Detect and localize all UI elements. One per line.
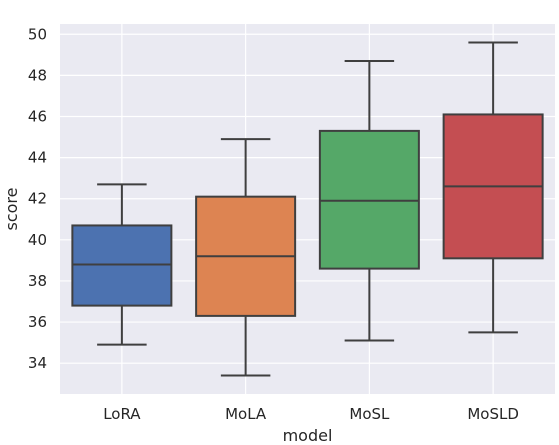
y-tick-label: 36 — [28, 313, 47, 331]
iqr-box — [318, 129, 420, 270]
y-axis-label: score — [2, 188, 21, 231]
y-tick-label: 42 — [28, 190, 47, 208]
box-mola — [195, 138, 297, 377]
y-tick-label: 50 — [28, 25, 47, 43]
y-tick-label: 48 — [28, 66, 47, 84]
iqr-box — [71, 224, 173, 307]
box-series — [71, 41, 544, 377]
y-tick-label: 40 — [28, 231, 47, 249]
x-axis-label: model — [283, 426, 333, 445]
y-tick-label: 34 — [28, 354, 47, 372]
x-tick-label: MoLA — [225, 405, 267, 423]
box-lora — [71, 183, 173, 346]
y-tick-label: 46 — [28, 108, 47, 126]
x-tick-label: MoSLD — [467, 405, 519, 423]
box-mosl — [318, 60, 420, 342]
x-tick-label: MoSL — [349, 405, 390, 423]
y-tick-label: 44 — [28, 149, 47, 167]
tick-labels: 34 36 38 40 42 44 46 48 50 LoRA MoLA MoSL MoSLD — [28, 25, 519, 423]
y-tick-label: 38 — [28, 272, 47, 290]
x-tick-label: LoRA — [103, 405, 141, 423]
box-mosld — [442, 41, 544, 334]
